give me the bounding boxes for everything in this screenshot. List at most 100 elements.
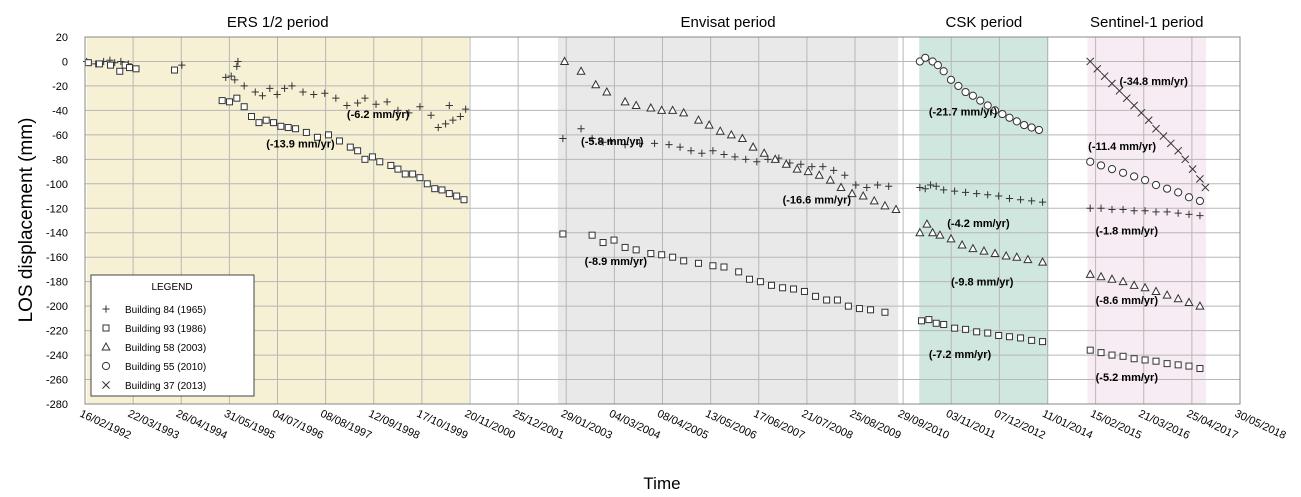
x-tick-label: 16/02/1992 [78, 408, 133, 442]
x-axis-label: Time [643, 474, 680, 493]
x-tick-labels: 16/02/199222/03/199326/04/199431/05/1995… [78, 408, 1288, 442]
data-point [1005, 194, 1014, 203]
x-tick-label: 07/12/2012 [992, 408, 1047, 442]
data-point [781, 159, 791, 168]
data-point [270, 119, 278, 127]
legend-title: LEGEND [151, 282, 192, 293]
data-point [803, 166, 813, 176]
data-point [1034, 125, 1044, 135]
data-point [610, 236, 618, 244]
data-point [709, 147, 717, 155]
data-point [1028, 336, 1036, 344]
data-point [416, 174, 424, 182]
data-point [657, 105, 667, 114]
data-point [665, 141, 673, 149]
x-tick-label: 04/07/1996 [270, 408, 325, 442]
slope-annotation: (-16.6 mm/yr) [783, 195, 852, 207]
data-point [946, 75, 956, 84]
data-point [961, 188, 970, 196]
data-point [687, 147, 695, 155]
y-tick-label: -140 [46, 228, 68, 240]
data-point [1188, 165, 1197, 174]
data-point [1162, 290, 1172, 299]
data-point [694, 259, 702, 267]
data-point [984, 191, 992, 199]
data-point [995, 331, 1003, 339]
y-tick-label: -100 [46, 179, 68, 191]
data-point [1184, 297, 1194, 306]
data-point [631, 100, 641, 110]
x-tick-label: 30/05/2018 [1233, 408, 1288, 442]
data-point [602, 87, 612, 96]
slope-annotation: (-5.2 mm/yr) [1096, 372, 1159, 384]
data-point [1086, 157, 1095, 166]
y-tick-labels: -280-260-240-220-200-180-160-140-120-100… [46, 32, 68, 411]
data-point [445, 101, 453, 110]
data-point [325, 131, 333, 139]
data-point [227, 72, 235, 80]
period-labels: ERS 1/2 period Envisat period CSK period Se… [227, 14, 1204, 31]
data-point [313, 133, 321, 141]
data-point [1141, 207, 1149, 215]
data-point [650, 139, 659, 148]
data-point [1140, 282, 1150, 292]
data-point [1012, 252, 1022, 261]
data-point [95, 60, 103, 68]
data-point [1017, 334, 1025, 342]
data-point [441, 120, 450, 128]
data-point [745, 275, 753, 283]
data-point [825, 175, 835, 184]
x-tick-label: 12/09/1998 [366, 408, 421, 442]
data-point [939, 67, 948, 76]
data-point [1119, 205, 1127, 214]
slope-annotation: (-4.2 mm/yr) [947, 218, 1010, 230]
data-point [284, 124, 292, 132]
data-point [423, 180, 431, 188]
data-point [262, 116, 270, 124]
data-point [926, 181, 935, 189]
data-point [1151, 286, 1161, 295]
data-point [1129, 280, 1139, 289]
data-point [310, 90, 318, 99]
data-point [1130, 207, 1138, 215]
legend: LEGEND Building 84 (1965) Building 93 (19… [90, 274, 255, 397]
data-point [1166, 139, 1175, 148]
y-tick-label: -60 [52, 130, 68, 142]
data-point [957, 239, 967, 249]
data-point [302, 128, 310, 136]
data-point [1141, 356, 1149, 364]
plot-frame [84, 36, 1241, 405]
y-tick-label: -220 [46, 326, 68, 338]
data-point [954, 81, 963, 91]
data-point [940, 320, 948, 328]
data-point [812, 292, 820, 300]
data-point [102, 324, 110, 332]
data-point [621, 243, 629, 251]
data-point [1100, 72, 1109, 81]
data-point [346, 143, 354, 151]
x-tick-label: 03/11/2011 [944, 408, 997, 441]
period-band [1087, 37, 1206, 404]
data-point [709, 262, 717, 270]
data-point [361, 155, 369, 163]
data-point [968, 243, 978, 253]
data-point [1122, 94, 1131, 103]
data-point [101, 361, 111, 371]
data-point [1195, 174, 1204, 183]
data-point [277, 122, 285, 130]
x-tick-label: 25/08/2009 [848, 408, 903, 442]
data-point [1108, 79, 1116, 88]
data-point [1173, 293, 1183, 303]
data-point [240, 103, 248, 111]
data-point [1005, 113, 1014, 122]
annotations: (-6.2 mm/yr) (-13.9 mm/yr) (-5.8 mm/yr) (-1… [266, 76, 1188, 384]
data-point [735, 268, 743, 276]
period-label: CSK period [946, 14, 1023, 31]
x-tick-label: 22/03/1993 [126, 408, 181, 442]
data-point [836, 182, 846, 191]
data-point [1028, 197, 1036, 205]
legend-entry-label: Building 37 (2013) [125, 381, 206, 392]
data-point [808, 163, 816, 171]
data-point [770, 154, 780, 163]
data-point [255, 119, 263, 127]
